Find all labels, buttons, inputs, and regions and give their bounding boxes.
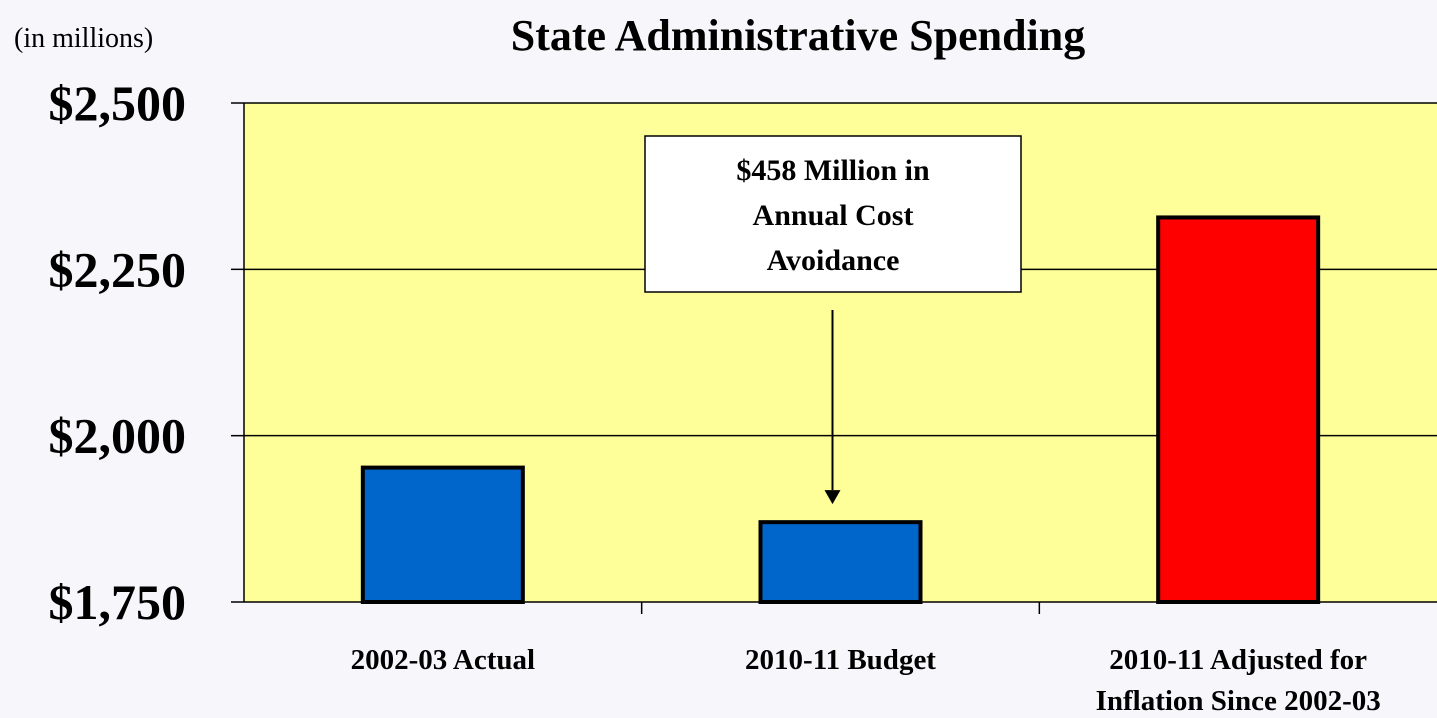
x-tick-label: Inflation Since 2002-03 (1096, 685, 1381, 717)
callout-box (644, 135, 1022, 293)
bar (758, 520, 923, 604)
x-tick-label: 2010-11 Budget (745, 644, 936, 676)
bar (360, 465, 525, 604)
callout-text: Avoidance (767, 244, 900, 277)
callout-text: $458 Million in (736, 154, 930, 187)
y-tick-label: $2,500 (49, 75, 187, 131)
x-tick-label: 2002-03 Actual (351, 644, 535, 676)
y-tick-label: $2,250 (49, 241, 187, 297)
units-note: (in millions) (14, 23, 153, 54)
plot-area: $1,750 $2,000 $2,250 $2,500 2002-03 Actual 20… (49, 75, 1437, 717)
callout-text: Annual Cost (753, 199, 914, 232)
callout-arrow-head (824, 490, 841, 505)
chart-title: State Administrative Spending (511, 11, 1086, 60)
x-tick-label: 2010-11 Adjusted for (1109, 644, 1367, 676)
y-tick-label: $2,000 (49, 408, 187, 464)
bar (1156, 215, 1321, 604)
y-tick-label: $1,750 (49, 574, 187, 630)
